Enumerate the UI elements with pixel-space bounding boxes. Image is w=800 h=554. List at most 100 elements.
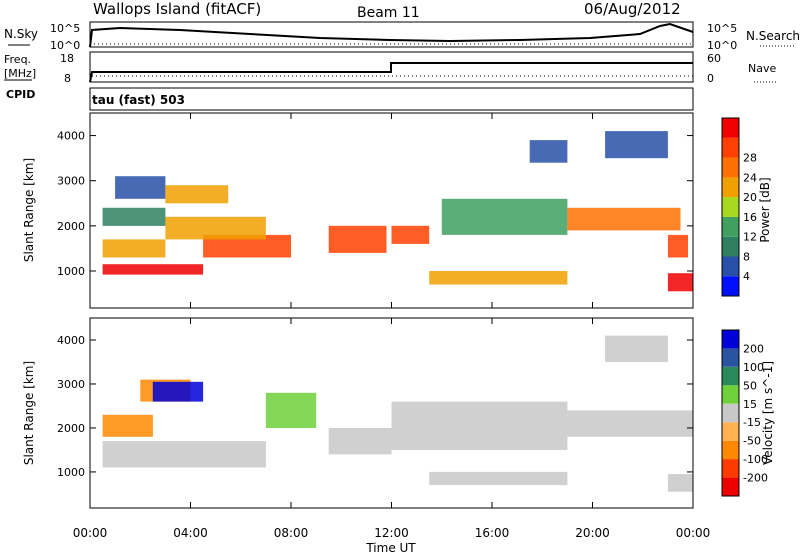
power-colorbar-tick-4: 20 [743, 191, 757, 204]
velocity-band-10 [605, 335, 668, 362]
velocity-colorbar-tick-3: 15 [743, 398, 757, 411]
velocity-colorbar-segment-3 [722, 422, 739, 441]
velocity-ytick-label-1: 2000 [57, 422, 85, 435]
velocity-band-7 [429, 471, 568, 486]
power-ytick-label-0: 1000 [57, 265, 85, 278]
freq-trace [89, 62, 693, 83]
power-ytick-label-3: 4000 [57, 130, 85, 143]
cpid-panel: tau (fast) 503 [89, 87, 694, 111]
power-band-15 [605, 131, 668, 159]
velocity-colorbar-tick-5: -50 [743, 435, 761, 448]
power-colorbar: 4 8 12 16 20 24 28 [721, 117, 757, 297]
velocity-yticks: 1000 2000 3000 4000 [57, 334, 693, 479]
x-tick-label-6: 00:00 [676, 526, 711, 540]
noise-right-tick-top: 10^5 [707, 22, 737, 35]
power-band-11 [567, 207, 681, 231]
power-panel: 1000 2000 3000 4000 Slant Range [km] 4 8 12 16… [22, 112, 772, 309]
noise-panel: N.Sky 10^5 10^0 10^5 10^0 N.Search [4, 21, 800, 52]
freq-left-label-2: [MHz] [4, 67, 36, 80]
velocity-colorbar-tick-1: 100 [743, 361, 764, 374]
power-ytick-label-1: 2000 [57, 220, 85, 233]
velocity-band-9 [667, 474, 693, 492]
power-band-5 [115, 176, 166, 199]
velocity-colorbar-segment-4 [722, 403, 739, 423]
velocity-colorbar-segment-0 [722, 477, 739, 496]
power-band-14 [529, 140, 568, 163]
velocity-panel: 1000 2000 3000 4000 Slant Range [km] 200 100… [22, 113, 775, 554]
x-tick-label-1: 04:00 [173, 526, 208, 540]
power-band-3 [165, 216, 266, 240]
power-colorbar-label: Power [dB] [758, 177, 772, 242]
velocity-colorbar-label: Velocity [m s^-1] [761, 361, 775, 465]
power-colorbar-tick-6: 28 [743, 152, 757, 165]
freq-left-label-1: Freq. [4, 53, 31, 66]
power-band-8 [391, 225, 430, 244]
velocity-colorbar-segment-8 [722, 330, 739, 349]
power-colorbar-segment-4 [722, 197, 739, 217]
noise-left-tick-bottom: 10^0 [50, 39, 80, 52]
x-tick-label-5: 20:00 [575, 526, 610, 540]
power-ylabel: Slant Range [km] [22, 158, 36, 262]
power-band-4 [102, 207, 166, 226]
velocity-colorbar-tick-0: 200 [743, 342, 764, 355]
velocity-band-6 [391, 401, 568, 450]
velocity-marks [102, 335, 693, 492]
x-axis-ticks: 00:00 04:00 08:00 12:00 16:00 20:00 00:00 [73, 113, 711, 540]
velocity-colorbar-tick-4: -15 [743, 416, 761, 429]
velocity-band-5 [328, 428, 392, 455]
power-band-9 [429, 271, 568, 285]
x-tick-label-0: 00:00 [73, 526, 108, 540]
freq-right-tick-bottom: 0 [707, 72, 714, 85]
power-colorbar-segment-8 [722, 118, 739, 138]
freq-panel: Freq. [MHz] CPID 18 8 60 0 Nave [4, 51, 776, 101]
velocity-band-8 [567, 410, 693, 437]
velocity-colorbar-segment-6 [722, 366, 739, 386]
cpid-label: CPID [6, 88, 35, 101]
velocity-band-4 [265, 392, 317, 428]
freq-left-tick-bottom: 8 [64, 72, 71, 85]
noise-right-tick-bottom: 10^0 [707, 39, 737, 52]
title-beam: Beam 11 [357, 5, 420, 21]
velocity-colorbar-segment-7 [722, 348, 739, 367]
power-colorbar-tick-5: 24 [743, 171, 757, 184]
velocity-colorbar-tick-7: -200 [743, 472, 768, 485]
velocity-colorbar-tick-2: 50 [743, 379, 757, 392]
power-yticks: 1000 2000 3000 4000 [57, 130, 693, 278]
power-colorbar-segment-1 [722, 256, 739, 277]
power-colorbar-tick-3: 16 [743, 211, 757, 224]
power-colorbar-segment-2 [722, 236, 739, 257]
freq-right-tick-top: 60 [707, 52, 721, 65]
power-colorbar-segment-5 [722, 177, 739, 198]
cpid-text: tau (fast) 503 [92, 93, 185, 107]
power-colorbar-tick-2: 12 [743, 231, 757, 244]
velocity-ytick-label-3: 4000 [57, 334, 85, 347]
power-ytick-label-2: 3000 [57, 175, 85, 188]
power-marks [102, 131, 693, 292]
power-band-6 [165, 185, 229, 204]
power-band-1 [203, 234, 291, 258]
velocity-band-3 [102, 414, 153, 437]
velocity-colorbar-tick-6: -100 [743, 453, 768, 466]
title-date: 06/Aug/2012 [584, 0, 681, 18]
power-band-10 [441, 198, 568, 235]
power-colorbar-segment-0 [722, 276, 739, 296]
title-site: Wallops Island (fitACF) [93, 0, 261, 18]
power-colorbar-tick-1: 8 [743, 250, 750, 263]
power-colorbar-tick-0: 4 [743, 270, 750, 283]
power-band-7 [328, 225, 387, 253]
velocity-colorbar-segment-5 [722, 385, 739, 404]
nave-label: Nave [748, 62, 776, 75]
noise-left-label: N.Sky [4, 27, 38, 41]
power-band-13 [667, 273, 693, 292]
noise-left-tick-top: 10^5 [50, 22, 80, 35]
x-axis-label: Time UT [365, 541, 416, 554]
x-tick-label-3: 12:00 [374, 526, 409, 540]
velocity-ytick-label-0: 1000 [57, 466, 85, 479]
x-tick-label-4: 16:00 [475, 526, 510, 540]
noise-right-label: N.Search [746, 29, 800, 43]
velocity-ylabel: Slant Range [km] [22, 361, 36, 465]
velocity-colorbar-frame [721, 329, 740, 497]
power-band-0 [102, 264, 204, 275]
velocity-colorbar: 200 100 50 15 -15 -50 -100 -200 [721, 329, 768, 497]
velocity-colorbar-segment-1 [722, 459, 739, 478]
